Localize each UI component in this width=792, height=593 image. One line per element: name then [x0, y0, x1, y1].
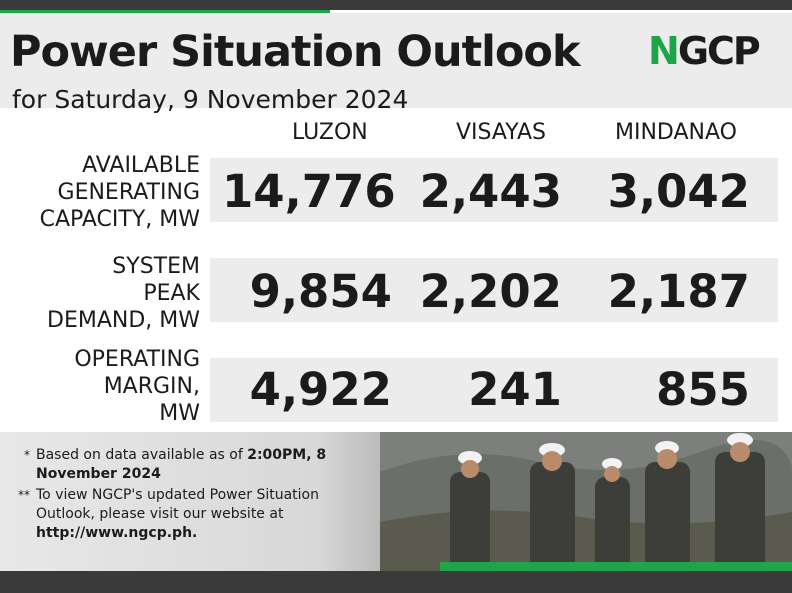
footnote-2-text: To view NGCP's updated Power Situation O…	[36, 487, 319, 522]
row-band-peak-demand	[210, 258, 778, 322]
ngcp-logo: NGCP	[648, 29, 761, 73]
footer-photo-area: * Based on data available as of 2:00PM, …	[0, 432, 792, 571]
value-margin-visayas: 241	[468, 363, 562, 416]
row-band-operating-margin	[210, 358, 778, 422]
footnote-data-as-of: * Based on data available as of 2:00PM, …	[24, 446, 376, 484]
value-capacity-luzon: 14,776	[222, 165, 396, 218]
footnote-website: ** To view NGCP's updated Power Situatio…	[18, 486, 376, 543]
value-capacity-mindanao: 3,042	[607, 165, 750, 218]
footnote-marker-2: **	[18, 488, 30, 502]
logo-letters-rest: GCP	[677, 29, 761, 73]
value-margin-luzon: 4,922	[249, 363, 392, 416]
value-demand-visayas: 2,202	[419, 265, 562, 318]
bottom-bar	[0, 571, 792, 593]
row-label-capacity: AVAILABLE GENERATING CAPACITY, MW	[39, 153, 200, 232]
column-header-mindanao: MINDANAO	[615, 120, 737, 145]
page-title: Power Situation Outlook	[10, 27, 581, 77]
top-accent-stripe	[0, 10, 330, 13]
value-demand-luzon: 9,854	[249, 265, 392, 318]
footnote-1-text: Based on data available as of	[36, 447, 248, 463]
page-subtitle: for Saturday, 9 November 2024	[12, 85, 409, 114]
logo-letter-n: N	[648, 29, 680, 73]
value-capacity-visayas: 2,443	[419, 165, 562, 218]
footnote-marker-1: *	[24, 448, 30, 462]
footnote-1-datetime: 2:00PM, 8 November 2024	[36, 447, 327, 482]
value-demand-mindanao: 2,187	[607, 265, 750, 318]
value-margin-mindanao: 855	[656, 363, 750, 416]
header: Power Situation Outlook for Saturday, 9 …	[0, 13, 792, 114]
column-header-visayas: VISAYAS	[456, 120, 546, 145]
row-label-operating-margin: OPERATING MARGIN, MW	[74, 347, 200, 426]
top-bar	[0, 0, 792, 10]
column-header-luzon: LUZON	[292, 120, 368, 145]
bottom-accent-stripe	[440, 562, 792, 571]
row-band-capacity	[210, 158, 778, 222]
website-link[interactable]: http://www.ngcp.ph.	[36, 525, 198, 541]
row-label-peak-demand: SYSTEM PEAK DEMAND, MW	[47, 254, 200, 333]
field-workers-photo	[380, 432, 792, 571]
